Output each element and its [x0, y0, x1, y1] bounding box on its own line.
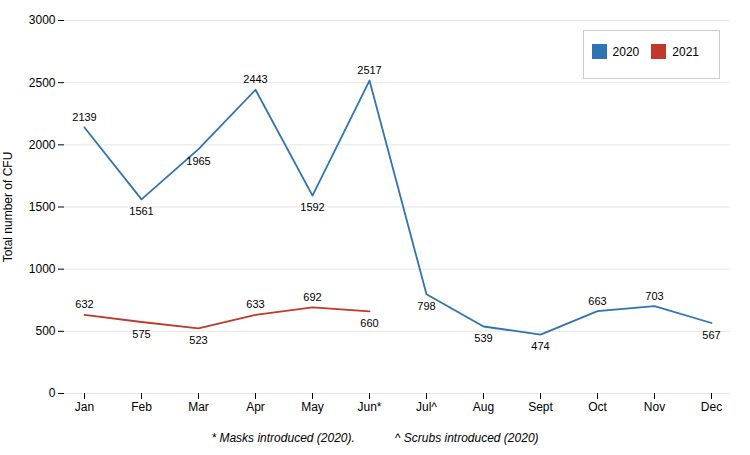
svg-text:1561: 1561 [129, 205, 153, 217]
svg-text:Oct: Oct [588, 400, 607, 414]
svg-text:567: 567 [702, 329, 720, 341]
svg-text:2000: 2000 [29, 138, 56, 152]
svg-text:0: 0 [49, 386, 56, 400]
svg-text:663: 663 [588, 295, 606, 307]
svg-text:474: 474 [531, 340, 549, 352]
svg-text:798: 798 [417, 300, 435, 312]
svg-text:2139: 2139 [72, 111, 96, 123]
svg-text:1592: 1592 [300, 201, 324, 213]
svg-text:3000: 3000 [29, 13, 56, 27]
svg-text:2443: 2443 [243, 73, 267, 85]
svg-text:632: 632 [75, 298, 93, 310]
svg-text:2517: 2517 [357, 64, 381, 76]
svg-text:Dec: Dec [701, 400, 722, 414]
svg-text:539: 539 [474, 332, 492, 344]
html-text:^ Scrubs introduced (2020): ^ Scrubs introduced (2020) [394, 431, 539, 445]
svg-text:660: 660 [360, 317, 378, 329]
svg-text:575: 575 [132, 328, 150, 340]
svg-text:703: 703 [645, 290, 663, 302]
html-text:* Masks introduced (2020).: * Masks introduced (2020). [211, 431, 355, 445]
svg-text:Nov: Nov [644, 400, 665, 414]
svg-text:523: 523 [189, 334, 207, 346]
svg-text:Feb: Feb [131, 400, 152, 414]
svg-text:Total number of CFU: Total number of CFU [1, 152, 15, 263]
svg-text:Jul^: Jul^ [416, 400, 437, 414]
svg-text:500: 500 [35, 324, 55, 338]
html-text:2020: 2020 [612, 44, 640, 59]
svg-text:Apr: Apr [246, 400, 265, 414]
svg-text:Mar: Mar [188, 400, 209, 414]
svg-text:1000: 1000 [29, 262, 56, 276]
svg-text:Jan: Jan [75, 400, 94, 414]
svg-text:May: May [301, 400, 324, 414]
svg-text:633: 633 [246, 298, 264, 310]
html-text:2021: 2021 [672, 44, 699, 59]
svg-text:1965: 1965 [186, 155, 210, 167]
svg-text:692: 692 [303, 291, 321, 303]
svg-text:2500: 2500 [29, 76, 56, 90]
svg-text:1500: 1500 [29, 200, 56, 214]
svg-text:Sept: Sept [528, 400, 553, 414]
svg-text:Jun*: Jun* [357, 400, 381, 414]
svg-text:Aug: Aug [473, 400, 494, 414]
